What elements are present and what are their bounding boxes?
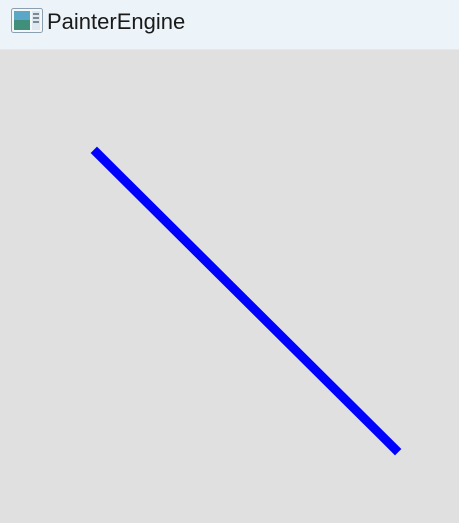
window-title: PainterEngine [47,9,186,34]
drawing-surface [90,146,402,456]
drawing-canvas[interactable] [0,50,459,523]
blue-line [90,146,402,456]
title-bar[interactable]: PainterEngine [0,0,459,50]
app-window-icon [11,8,43,33]
